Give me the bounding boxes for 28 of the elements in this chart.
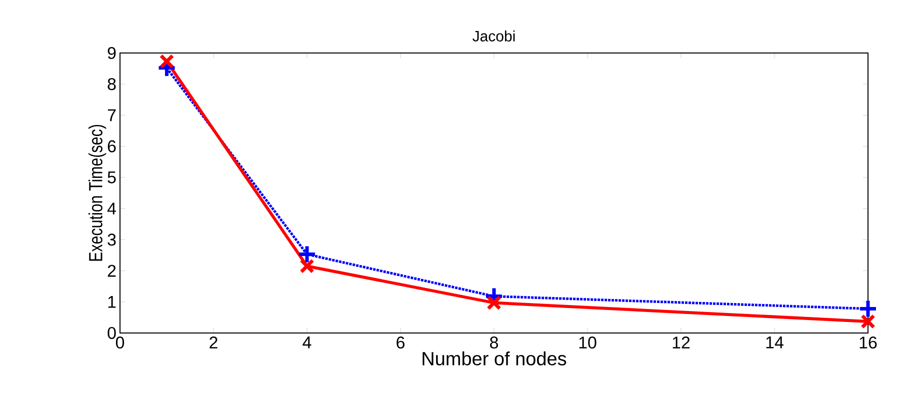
x-tick-label: 8 [490,336,498,349]
x-tick-label: 10 [579,336,596,349]
y-tick-label: 9 [108,46,116,60]
x-tick-label: 16 [860,336,877,349]
y-tick-label: 7 [108,109,116,122]
x-tick-label: 6 [396,336,404,349]
x-tick-label: 4 [302,336,312,348]
y-tick-label: 5 [108,172,116,184]
y-tick-label: 6 [108,140,116,152]
x-tick-label: 0 [116,336,124,349]
point [297,244,317,264]
y-tick-label: 2 [108,264,116,277]
y-axis-title: Execution Time(sec) [88,124,106,261]
y-tick-label: 8 [108,78,116,90]
point [486,295,502,310]
point [860,314,876,329]
point [300,258,314,274]
x-tick-label: 12 [672,336,690,348]
y-tick-label: 3 [108,234,116,246]
y-tick-label: 1 [108,296,116,308]
point [159,54,174,69]
x-tick-label: 2 [210,336,218,348]
point [858,298,878,318]
x-axis-title: Number of nodes [422,351,566,366]
y-tick-label: 0 [108,326,116,340]
y-tick-label: 4 [107,202,116,214]
chart-title: Jacobi [472,30,515,42]
x-tick-label: 14 [766,336,784,348]
